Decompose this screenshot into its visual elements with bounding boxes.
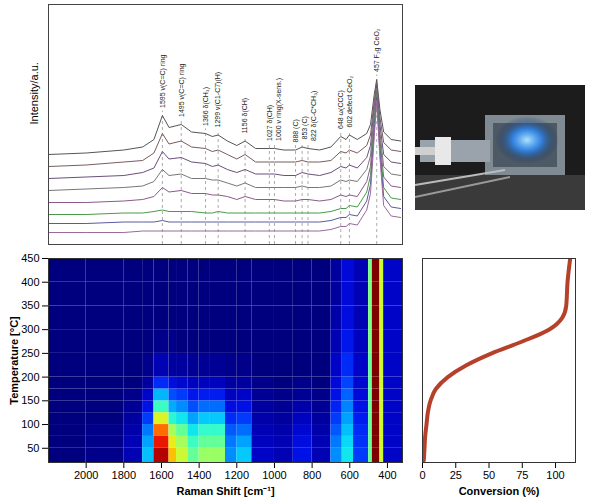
svg-text:648 ω(CCC): 648 ω(CCC) bbox=[337, 90, 345, 129]
svg-text:300: 300 bbox=[21, 323, 39, 335]
svg-text:Raman Shift [cm⁻¹]: Raman Shift [cm⁻¹] bbox=[176, 485, 274, 497]
svg-text:0: 0 bbox=[419, 469, 425, 481]
svg-text:Conversion (%): Conversion (%) bbox=[459, 485, 540, 497]
svg-text:50: 50 bbox=[483, 469, 495, 481]
svg-text:350: 350 bbox=[21, 299, 39, 311]
svg-text:450: 450 bbox=[21, 252, 39, 264]
svg-text:822 δ(C-C*CH₃): 822 δ(C-C*CH₃) bbox=[310, 91, 318, 141]
svg-text:Temperature [°C]: Temperature [°C] bbox=[8, 316, 20, 405]
svg-text:602 defect CeO₂: 602 defect CeO₂ bbox=[346, 75, 353, 127]
svg-text:150: 150 bbox=[21, 394, 39, 406]
svg-text:1000: 1000 bbox=[262, 469, 286, 481]
svg-text:1156 δ(CH): 1156 δ(CH) bbox=[241, 98, 249, 134]
svg-text:1027 δ(CH): 1027 δ(CH) bbox=[266, 105, 274, 141]
svg-text:2000: 2000 bbox=[74, 469, 98, 481]
svg-text:400: 400 bbox=[21, 276, 39, 288]
svg-text:888 (C): 888 (C) bbox=[292, 119, 300, 142]
svg-text:50: 50 bbox=[27, 442, 39, 454]
svg-text:200: 200 bbox=[21, 371, 39, 383]
svg-text:1495 ν(C=C) ring: 1495 ν(C=C) ring bbox=[177, 63, 185, 117]
svg-text:Intensity/a.u.: Intensity/a.u. bbox=[28, 62, 40, 124]
svg-text:1000 ν ring(X-sens.): 1000 ν ring(X-sens.) bbox=[275, 78, 283, 141]
svg-text:100: 100 bbox=[21, 418, 39, 430]
svg-text:1366 δ(CH₃): 1366 δ(CH₃) bbox=[202, 87, 210, 126]
svg-text:1299 ν(C1-C7)(H): 1299 ν(C1-C7)(H) bbox=[214, 72, 222, 128]
svg-text:457 F₂g CeO₂: 457 F₂g CeO₂ bbox=[373, 28, 381, 72]
svg-text:25: 25 bbox=[450, 469, 462, 481]
svg-text:1400: 1400 bbox=[187, 469, 211, 481]
svg-text:250: 250 bbox=[21, 347, 39, 359]
svg-text:853 (C): 853 (C) bbox=[301, 116, 309, 139]
svg-text:600: 600 bbox=[341, 469, 359, 481]
svg-text:1800: 1800 bbox=[112, 469, 136, 481]
svg-text:1600: 1600 bbox=[149, 469, 173, 481]
svg-text:75: 75 bbox=[516, 469, 528, 481]
svg-text:100: 100 bbox=[546, 469, 564, 481]
svg-text:1200: 1200 bbox=[225, 469, 249, 481]
svg-text:800: 800 bbox=[303, 469, 321, 481]
svg-text:400: 400 bbox=[378, 469, 396, 481]
svg-text:1595 ν(C=C) ring: 1595 ν(C=C) ring bbox=[159, 54, 167, 108]
